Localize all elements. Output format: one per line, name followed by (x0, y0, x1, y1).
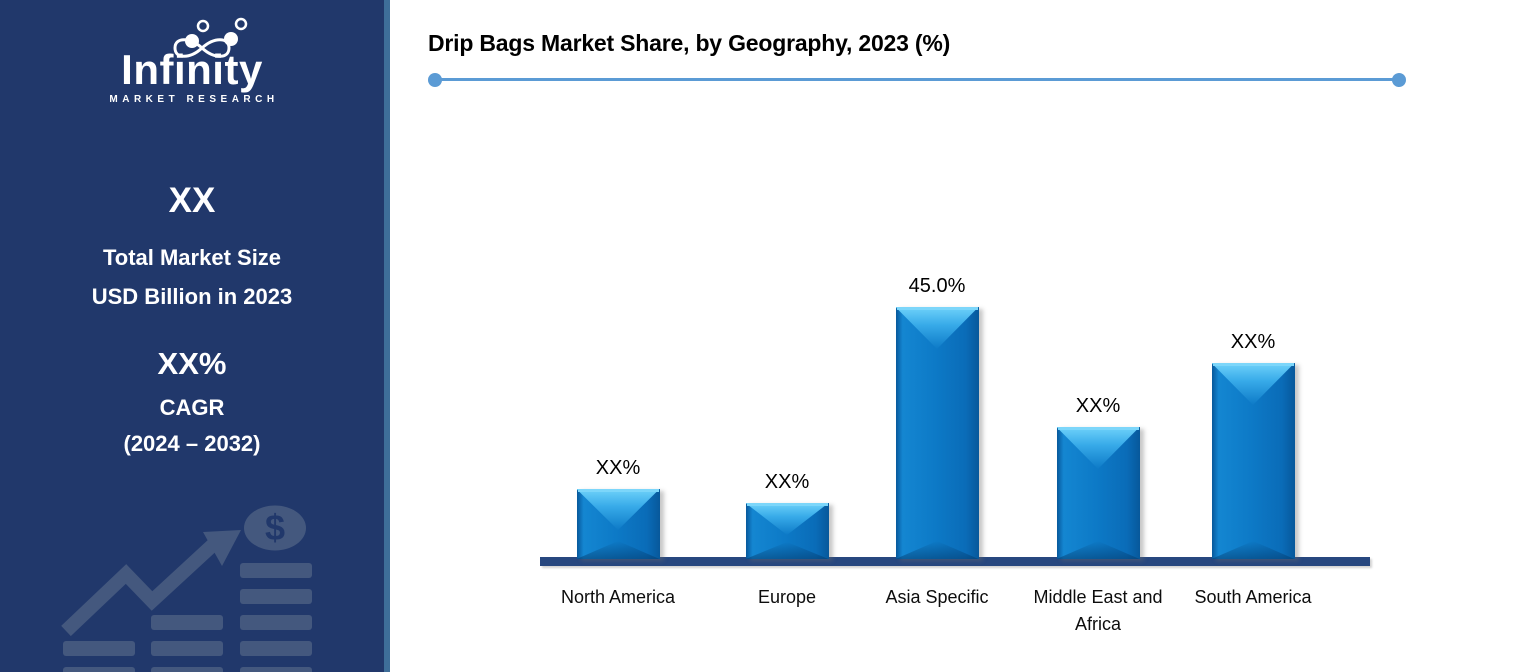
cagr-value: XX% (157, 346, 227, 381)
market-size-label-line2: USD Billion in 2023 (91, 283, 293, 309)
bar-bevel-shadow (1211, 541, 1295, 559)
bar-bevel-shadow (745, 542, 829, 559)
sidebar: Infinity MARKET RESEARCH XX Total Market… (0, 0, 390, 672)
bar-value-label: XX% (1230, 331, 1276, 353)
cagr-block: XX% CAGR (2024 – 2032) (0, 346, 384, 463)
bar-value-label: XX% (595, 457, 641, 479)
divider-dot-left (428, 73, 442, 87)
chart-title: Drip Bags Market Share, by Geography, 20… (428, 30, 951, 56)
chart-panel: Drip Bags Market Share, by Geography, 20… (390, 0, 1523, 672)
bar-bevel-highlight (1211, 363, 1295, 405)
logo-subtitle: MARKET RESEARCH (109, 94, 279, 106)
x-axis-label: North America (560, 587, 676, 607)
svg-text:$: $ (265, 507, 285, 548)
bar-bevel-highlight (1056, 427, 1140, 469)
bar-value-label: 45.0% (908, 275, 966, 297)
x-axis-label: South America (1194, 587, 1312, 607)
bar-europe (745, 503, 829, 559)
x-axis-line (540, 557, 1370, 566)
bar-bevel-shadow (895, 541, 979, 559)
logo-wordmark: Infinity (121, 46, 263, 93)
cagr-period: (2024 – 2032) (123, 431, 261, 457)
bar-bevel-highlight (895, 307, 979, 349)
bar-bevel-highlight (576, 489, 660, 530)
plot-area: XX% XX% 45.0% XX% XX% (540, 106, 1370, 566)
title-divider (428, 73, 1406, 87)
bar-asia-specific (895, 307, 979, 559)
total-market-size-block: XX Total Market Size USD Billion in 2023 (0, 181, 384, 316)
bar-south-america (1211, 363, 1295, 559)
bar-bevel-shadow (576, 541, 660, 559)
market-size-label-line1: Total Market Size (102, 245, 282, 270)
bar-bevel-shadow (1056, 541, 1140, 559)
cagr-label: CAGR (159, 395, 225, 420)
bar-north-america (576, 489, 660, 559)
x-axis-label: Europe (757, 587, 817, 607)
bar-value-label: XX% (1075, 395, 1121, 417)
x-axis-label: Middle East and Africa (1033, 587, 1163, 634)
bar-middle-east-and-africa (1056, 427, 1140, 559)
bar-bevel-highlight (745, 503, 829, 535)
market-size-value: XX (168, 181, 216, 220)
x-axis-labels: North America Europe Asia Specific Middle E… (540, 584, 1370, 654)
bar-value-label: XX% (764, 471, 810, 493)
company-logo: Infinity MARKET RESEARCH (0, 16, 384, 105)
divider-dot-right (1392, 73, 1406, 87)
x-axis-label: Asia Specific (885, 587, 989, 607)
growth-chart-dollar-icon: $ (61, 505, 312, 672)
infinity-logo-icon (173, 17, 248, 58)
